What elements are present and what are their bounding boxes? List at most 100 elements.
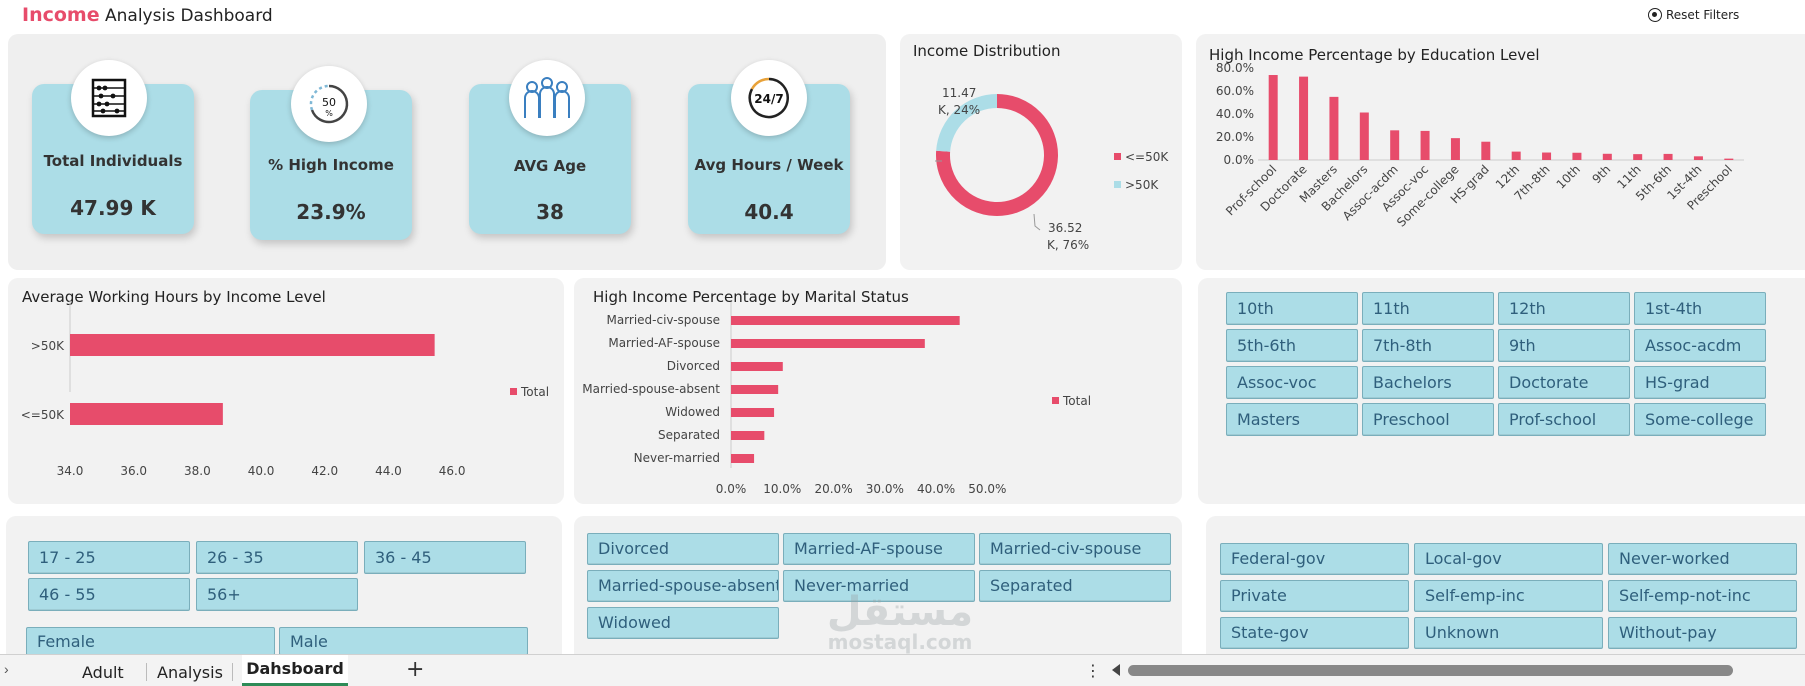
hours-xtick: 36.0: [120, 464, 147, 478]
workclass-slicer-item[interactable]: Federal-gov: [1220, 543, 1409, 575]
kpi-label: Total Individuals: [43, 152, 183, 170]
percent-gauge-icon: 50 %: [291, 66, 367, 142]
donut-label-low-2: K, 76%: [1047, 238, 1089, 252]
reset-filters-button[interactable]: Reset Filters: [1648, 8, 1739, 22]
hours-xtick: 46.0: [439, 464, 466, 478]
marital-slicer-item[interactable]: Separated: [979, 570, 1171, 602]
add-sheet-button[interactable]: +: [406, 657, 425, 682]
age-slicer-item[interactable]: 36 - 45: [364, 541, 526, 574]
sheet-tab-dashboard-active[interactable]: Dahsboard: [242, 655, 348, 686]
education-slicer-item[interactable]: 10th: [1226, 292, 1358, 325]
edu-bar: [1268, 75, 1278, 160]
education-slicer-item[interactable]: Doctorate: [1498, 366, 1630, 399]
marital-slicer-item[interactable]: Widowed: [587, 607, 779, 639]
more-options-icon[interactable]: ⋮: [1085, 661, 1101, 680]
marital-slicer-item[interactable]: Married-spouse-absent: [587, 570, 779, 602]
education-slicer-item[interactable]: 5th-6th: [1226, 329, 1358, 362]
income-distribution-chart: 11.47 K, 24% 36.52 K, 76% <=50K >50K: [935, 86, 1169, 252]
hours-chart-title: Average Working Hours by Income Level: [22, 288, 326, 306]
edu-bar: [1633, 154, 1643, 160]
marital-legend-swatch: [1052, 397, 1059, 404]
marital-bar: [731, 316, 960, 325]
gender-slicer-item[interactable]: Female: [26, 627, 275, 656]
marital-ytick: Married-spouse-absent: [582, 382, 720, 396]
percent-gauge-label: 50: [322, 96, 336, 109]
kpi-label: AVG Age: [513, 157, 587, 175]
kpi-value: 40.4: [744, 200, 794, 224]
education-slicer-item[interactable]: 12th: [1498, 292, 1630, 325]
abacus-icon: [71, 60, 147, 136]
reset-filters-label: Reset Filters: [1666, 8, 1740, 22]
workclass-slicer-item[interactable]: Private: [1220, 580, 1409, 612]
gender-slicer-item[interactable]: Male: [279, 627, 528, 656]
horizontal-scrollbar[interactable]: [1128, 665, 1733, 676]
dashboard-title: Income Analysis Dashboard: [22, 4, 273, 26]
education-slicer-item[interactable]: 11th: [1362, 292, 1494, 325]
people-icon: [509, 60, 585, 136]
hours-legend-swatch: [510, 388, 517, 395]
edu-bar: [1572, 152, 1582, 160]
marital-chart-title: High Income Percentage by Marital Status: [593, 288, 909, 306]
workclass-slicer-item[interactable]: Local-gov: [1414, 543, 1603, 575]
edu-ytick: 80.0%: [1216, 61, 1254, 75]
hours-xtick: 38.0: [184, 464, 211, 478]
scroll-left-icon[interactable]: [1112, 664, 1120, 676]
marital-bar: [731, 454, 755, 463]
age-slicer-item[interactable]: 46 - 55: [28, 578, 190, 611]
edu-bar: [1390, 130, 1400, 160]
edu-bar: [1511, 151, 1521, 160]
education-slicer-item[interactable]: 1st-4th: [1634, 292, 1766, 325]
education-slicer-item[interactable]: Prof-school: [1498, 403, 1630, 436]
marital-ytick: Divorced: [667, 359, 720, 373]
education-chart-panel: High Income Percentage by Education Leve…: [1196, 34, 1805, 270]
education-slicer-item[interactable]: 9th: [1498, 329, 1630, 362]
age-slicer-item[interactable]: 17 - 25: [28, 541, 190, 574]
clock-24-7-icon: 24/7: [731, 60, 807, 136]
marital-slicer-item[interactable]: Never-married: [783, 570, 975, 602]
education-slicer-item[interactable]: 7th-8th: [1362, 329, 1494, 362]
marital-bar-chart: Married-civ-spouse Married-AF-spouse Divor…: [582, 302, 1091, 496]
legend-swatch-low: [1114, 153, 1121, 160]
education-slicer-item[interactable]: Masters: [1226, 403, 1358, 436]
hours-ytick: <=50K: [21, 408, 65, 422]
marital-slicer-item[interactable]: Married-civ-spouse: [979, 533, 1171, 565]
education-slicer-item[interactable]: Assoc-voc: [1226, 366, 1358, 399]
donut-slice-<=50K: [936, 94, 1058, 216]
hours-xtick: 40.0: [248, 464, 275, 478]
title-accent: Income: [22, 4, 100, 26]
education-slicer-item[interactable]: Some-college: [1634, 403, 1766, 436]
sheet-tab-analysis[interactable]: Analysis: [157, 663, 223, 682]
education-slicer-item[interactable]: Preschool: [1362, 403, 1494, 436]
hours-chart-panel: Average Working Hours by Income Level: [8, 278, 564, 504]
edu-xtick: 10th: [1554, 162, 1583, 191]
workclass-slicer-item[interactable]: State-gov: [1220, 617, 1409, 649]
edu-bar: [1663, 153, 1673, 160]
workclass-slicer-item[interactable]: Self-emp-not-inc: [1608, 580, 1797, 612]
sheet-tab-adult[interactable]: Adult: [82, 663, 124, 682]
marital-xtick: 30.0%: [866, 482, 904, 496]
workclass-slicer-item[interactable]: Without-pay: [1608, 617, 1797, 649]
hours-bar: [70, 334, 435, 356]
income-distribution-title: Income Distribution: [913, 42, 1061, 60]
age-slicer-item[interactable]: 26 - 35: [196, 541, 358, 574]
marital-slicer-item[interactable]: Divorced: [587, 533, 779, 565]
radio-icon: [1648, 8, 1662, 22]
workclass-slicer-item[interactable]: Self-emp-inc: [1414, 580, 1603, 612]
hours-bar-chart: >50K <=50K 34.0 36.0 38.0 40.0 42.0 44.0 46.0 Tot…: [21, 300, 549, 478]
edu-bar: [1693, 156, 1703, 160]
marital-bar: [731, 362, 783, 371]
education-slicer-item[interactable]: Assoc-acdm: [1634, 329, 1766, 362]
edu-ytick: 40.0%: [1216, 107, 1254, 121]
workclass-slicer-item[interactable]: Never-worked: [1608, 543, 1797, 575]
age-slicer-item[interactable]: 56+: [196, 578, 358, 611]
edu-bar: [1299, 76, 1309, 160]
workclass-slicer-item[interactable]: Unknown: [1414, 617, 1603, 649]
education-slicer-item[interactable]: HS-grad: [1634, 366, 1766, 399]
education-slicer-item[interactable]: Bachelors: [1362, 366, 1494, 399]
hours-ytick: >50K: [31, 339, 65, 353]
watermark-latin: mostaql.com: [827, 630, 973, 654]
marital-ytick: Married-civ-spouse: [606, 313, 720, 327]
scroll-tabs-left-icon[interactable]: ›: [4, 661, 9, 677]
marital-xtick: 10.0%: [763, 482, 801, 496]
marital-slicer-item[interactable]: Married-AF-spouse: [783, 533, 975, 565]
